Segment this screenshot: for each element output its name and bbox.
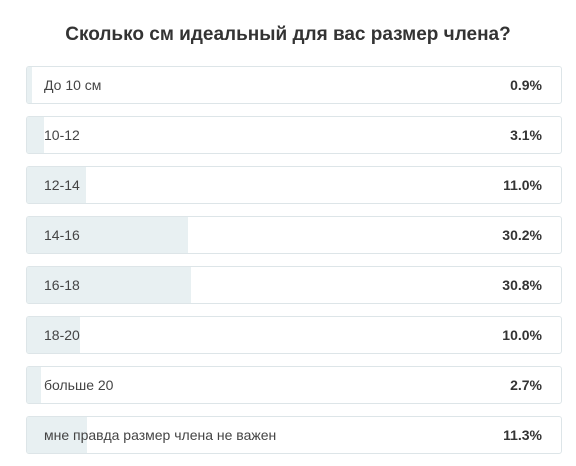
poll-result-bar bbox=[27, 267, 192, 303]
poll-option-label: больше 20 bbox=[44, 377, 114, 393]
poll-option-5[interactable]: 18-20 10.0% bbox=[26, 316, 562, 354]
poll-option-3[interactable]: 14-16 30.2% bbox=[26, 216, 562, 254]
poll-title: Сколько см идеальный для вас размер член… bbox=[65, 24, 511, 45]
poll-option-percent: 2.7% bbox=[510, 377, 542, 393]
poll-option-label: 12-14 bbox=[44, 177, 80, 193]
poll-result-bar bbox=[27, 117, 44, 153]
poll-result-bar bbox=[27, 67, 32, 103]
poll-result-bar bbox=[27, 367, 42, 403]
poll-option-4[interactable]: 16-18 30.8% bbox=[26, 266, 562, 304]
poll-option-0[interactable]: До 10 см 0.9% bbox=[26, 66, 562, 104]
poll-option-percent: 11.3% bbox=[503, 427, 542, 443]
poll-option-label: До 10 см bbox=[44, 77, 102, 93]
poll-option-2[interactable]: 12-14 11.0% bbox=[26, 166, 562, 204]
poll-option-percent: 30.2% bbox=[502, 227, 542, 243]
poll-option-label: 16-18 bbox=[44, 277, 80, 293]
poll-option-percent: 30.8% bbox=[502, 277, 542, 293]
poll-result-bar bbox=[27, 317, 81, 353]
poll-option-6[interactable]: больше 20 2.7% bbox=[26, 366, 562, 404]
poll-option-percent: 3.1% bbox=[510, 127, 542, 143]
poll-result-bar bbox=[27, 417, 88, 453]
poll-result-bar bbox=[27, 167, 86, 203]
poll-option-label: 18-20 bbox=[44, 327, 80, 343]
poll-options: До 10 см 0.9% 10-12 3.1% 12-14 11.0% 14-… bbox=[26, 66, 562, 466]
poll-option-label: 10-12 bbox=[44, 127, 80, 143]
poll-option-7[interactable]: мне правда размер члена не важен 11.3% bbox=[26, 416, 562, 454]
poll-option-percent: 11.0% bbox=[503, 177, 542, 193]
poll-option-label: мне правда размер члена не важен bbox=[44, 427, 277, 443]
poll-option-1[interactable]: 10-12 3.1% bbox=[26, 116, 562, 154]
poll-result-bar bbox=[27, 217, 189, 253]
poll-option-percent: 10.0% bbox=[502, 327, 542, 343]
poll-option-label: 14-16 bbox=[44, 227, 80, 243]
poll-option-percent: 0.9% bbox=[510, 77, 542, 93]
